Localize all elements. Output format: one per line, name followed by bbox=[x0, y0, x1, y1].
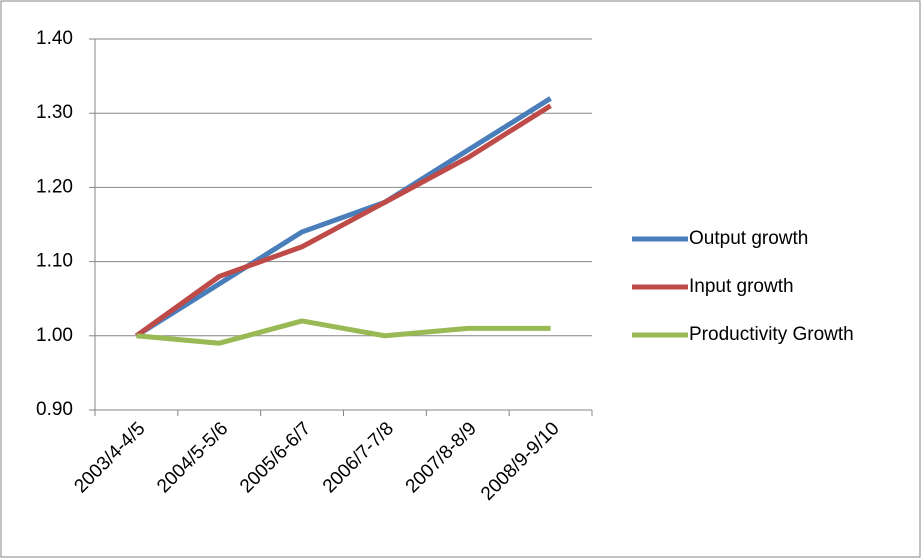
y-tick-label: 1.40 bbox=[36, 28, 73, 49]
series-line bbox=[135, 96, 552, 338]
legend-label: Input growth bbox=[689, 276, 794, 297]
series-line bbox=[134, 103, 552, 338]
y-tick-label: 1.10 bbox=[36, 251, 73, 272]
legend-label: Output growth bbox=[689, 228, 808, 249]
series-line bbox=[136, 318, 551, 346]
y-tick-label: 1.20 bbox=[36, 176, 73, 197]
y-tick-label: 0.90 bbox=[36, 399, 73, 420]
y-tick-label: 1.00 bbox=[36, 325, 73, 346]
legend-label: Productivity Growth bbox=[689, 324, 854, 345]
y-tick-label: 1.30 bbox=[36, 102, 73, 123]
